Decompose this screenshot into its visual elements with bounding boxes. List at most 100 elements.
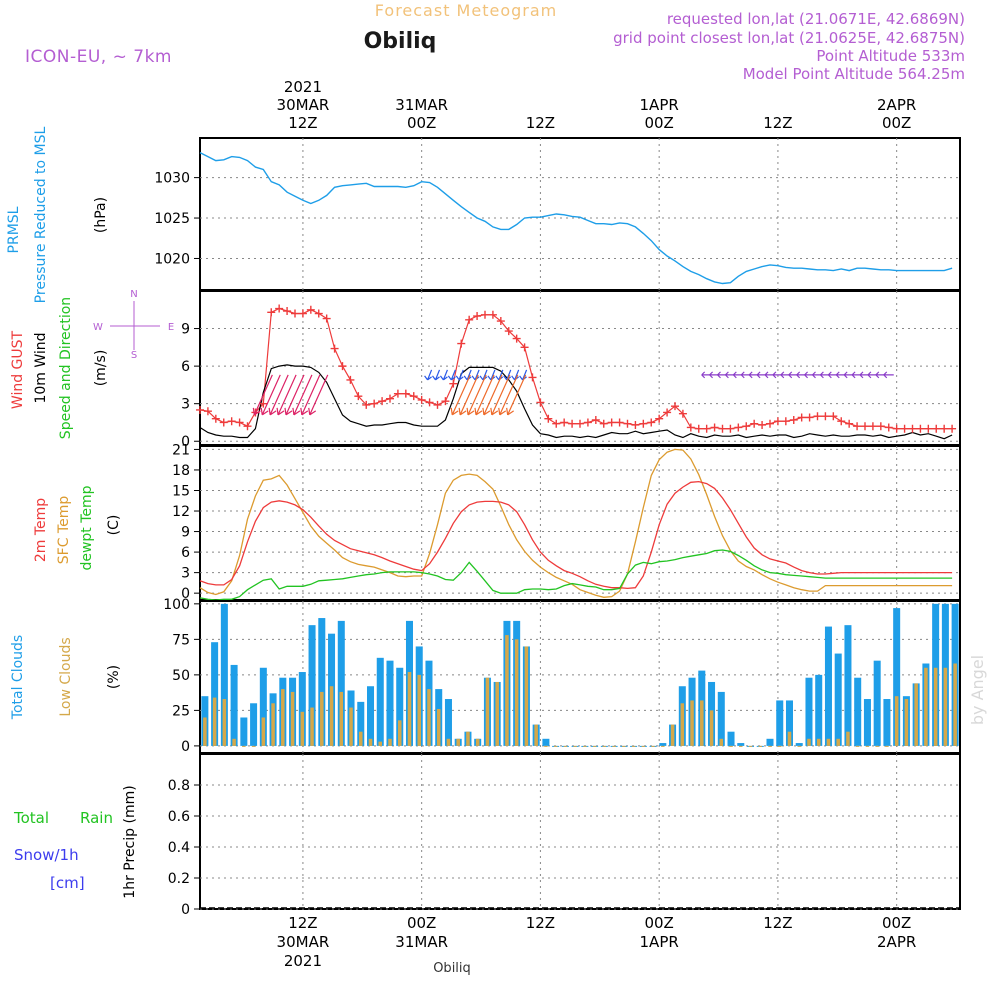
total-cloud-bar <box>844 625 852 746</box>
gust-marker <box>932 424 941 433</box>
total-cloud-bar <box>376 657 384 746</box>
bottom-tick-label: 12Z <box>526 914 555 932</box>
y-tick-label: 0 <box>181 739 190 755</box>
y-tick-label: 0 <box>181 902 190 918</box>
gust-marker <box>441 397 450 406</box>
gust-marker <box>710 423 719 432</box>
low-cloud-bar <box>261 717 266 746</box>
gust-marker <box>797 413 806 422</box>
wind-direction-arrow <box>455 369 464 381</box>
panel-2: 0 3 6 9 12 15 18 21 <box>172 442 961 602</box>
y-tick-label: 1020 <box>154 251 190 267</box>
y-tick-label: 0 <box>181 586 190 602</box>
gust-marker <box>678 409 687 418</box>
top-tick-label: 30MAR <box>277 96 330 114</box>
gust-marker <box>346 375 355 384</box>
top-tick-label: 2APR <box>877 96 916 114</box>
wind-direction-arrow <box>466 374 487 416</box>
total-cloud-bar <box>737 743 745 746</box>
low-cloud-bar <box>719 738 724 746</box>
dewpt-line <box>199 549 953 601</box>
total-cloud-bar <box>873 660 881 746</box>
low-cloud-bar <box>797 745 801 747</box>
bottom-tick-label: 00Z <box>407 914 436 932</box>
low-cloud-bar <box>622 745 626 747</box>
wind-direction-arrow <box>284 374 305 416</box>
low-cloud-bar <box>777 745 782 747</box>
low-cloud-bar <box>573 745 577 747</box>
gust-marker <box>908 424 917 433</box>
low-cloud-bar <box>953 663 957 746</box>
gust-marker <box>267 308 276 317</box>
compass-north: N <box>130 289 137 300</box>
t2m-line <box>199 480 953 590</box>
gust-marker <box>576 419 584 428</box>
sfc-temp-line <box>199 448 953 598</box>
gust-marker <box>227 417 236 426</box>
total-cloud-bar <box>834 653 842 746</box>
gust-marker <box>393 389 402 398</box>
low-cloud-bar <box>729 745 733 747</box>
y-tick-label: 0.6 <box>168 809 190 825</box>
low-cloud-bar <box>388 738 392 746</box>
low-cloud-bar <box>466 731 470 746</box>
gust-marker <box>734 423 743 432</box>
low-cloud-bar <box>485 677 490 746</box>
top-tick-label: 1APR <box>640 96 679 114</box>
model-altitude: Model Point Altitude 564.25m <box>743 65 965 83</box>
total-cloud-bar <box>883 699 891 746</box>
gust-marker <box>766 419 774 428</box>
gust-marker <box>591 415 600 424</box>
total-cloud-bar <box>854 677 862 746</box>
gust-marker <box>758 420 767 429</box>
top-tick-label: 00Z <box>882 114 911 132</box>
gust-marker <box>631 420 640 429</box>
gust-marker <box>892 424 901 433</box>
low-cloud-bar <box>553 745 558 747</box>
gust-marker <box>647 418 656 427</box>
low-cloud-bar <box>933 667 938 746</box>
low-cloud-bar <box>505 635 509 746</box>
bottom-tick-label: 1APR <box>640 933 679 951</box>
gust-marker <box>789 415 798 424</box>
total-cloud-bar <box>805 677 813 746</box>
y-tick-label: 0.2 <box>168 871 190 887</box>
total-cloud-bar <box>259 667 267 746</box>
top-tick-label: 12Z <box>763 114 792 132</box>
gust-marker <box>291 309 299 318</box>
total-cloud-bar <box>386 660 394 746</box>
grid-point-coords: grid point closest lon,lat (21.0625E, 42… <box>613 29 965 47</box>
total-cloud-bar <box>776 700 784 746</box>
total-cloud-bar <box>444 699 452 746</box>
low-cloud-bar <box>359 731 363 746</box>
y-tick-label: 9 <box>181 322 190 338</box>
model-label: ICON-EU, ~ 7km <box>25 47 172 67</box>
low-cloud-bar <box>680 703 685 746</box>
low-cloud-bar <box>709 710 714 746</box>
precip-total-label: Total <box>13 809 49 827</box>
y-tick-label: 100 <box>163 597 190 613</box>
low-cloud-bar <box>427 689 431 746</box>
low-cloud-bar <box>807 738 811 746</box>
low-cloud-bar <box>651 745 655 747</box>
y-tick-label: 12 <box>172 504 190 520</box>
bottom-tick-label: 12Z <box>763 914 792 932</box>
y-tick-label: 75 <box>172 632 190 648</box>
low-cloud-bar <box>544 745 548 747</box>
clouds-unit: (%) <box>106 665 122 689</box>
compass-west: W <box>93 322 103 333</box>
top-tick-label: 00Z <box>644 114 673 132</box>
total-cloud-bar <box>337 620 345 746</box>
low-cloud-bar <box>816 738 821 746</box>
gust-marker <box>837 417 846 426</box>
wind-direction-arrow <box>292 374 313 416</box>
location-title: Obiliq <box>364 29 437 54</box>
gust-marker <box>940 424 949 433</box>
low-cloud-bar <box>242 745 246 747</box>
total-cloud-bar <box>893 608 901 746</box>
y-tick-label: 1030 <box>154 171 190 187</box>
compass-south: S <box>131 350 137 361</box>
low-cloud-bar <box>894 696 899 746</box>
